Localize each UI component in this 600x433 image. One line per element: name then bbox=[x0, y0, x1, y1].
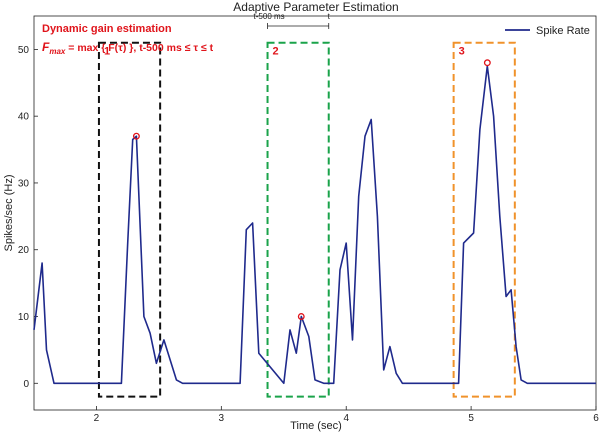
x-tick-label: 5 bbox=[468, 413, 474, 424]
x-tick-label: 2 bbox=[94, 413, 100, 424]
y-axis-title: Spikes/sec (Hz) bbox=[3, 174, 15, 251]
annotation-line2: Fmax = max { F(τ) }, t-500 ms ≤ τ ≤ t bbox=[42, 40, 214, 56]
y-tick-label: 40 bbox=[18, 112, 30, 123]
y-tick-label: 0 bbox=[23, 379, 29, 390]
window-indicator: t-500 ms t bbox=[254, 12, 331, 30]
estimation-window-box-2 bbox=[266, 41, 330, 398]
annotation-sub: max bbox=[49, 47, 66, 56]
window-end-label: t bbox=[328, 12, 331, 21]
x-tick-label: 4 bbox=[343, 413, 349, 424]
estimation-windows: 1 2 3 bbox=[97, 41, 516, 398]
estimation-window-label-3: 3 bbox=[459, 46, 465, 58]
x-tick-label: 3 bbox=[219, 413, 225, 424]
legend-label-spike-rate: Spike Rate bbox=[536, 25, 590, 37]
estimation-window-box-1 bbox=[97, 41, 162, 398]
window-start-label: t-500 ms bbox=[254, 12, 285, 21]
y-axis: 0 10 20 30 40 50 bbox=[18, 45, 38, 390]
series-line-spike-rate bbox=[33, 65, 596, 385]
x-tick-label: 6 bbox=[593, 413, 599, 424]
y-tick-label: 20 bbox=[18, 245, 30, 256]
x-axis: 2 3 4 5 6 bbox=[94, 406, 599, 424]
peak-marker-2 bbox=[297, 313, 305, 320]
chart-title: Adaptive Parameter Estimation bbox=[233, 0, 398, 14]
estimation-window-label-2: 2 bbox=[273, 46, 279, 58]
annotation: Dynamic gain estimation Fmax = max { F(τ… bbox=[42, 23, 214, 56]
x-axis-title: Time (sec) bbox=[290, 420, 342, 432]
annotation-line1: Dynamic gain estimation bbox=[42, 23, 172, 35]
y-tick-label: 50 bbox=[18, 45, 30, 56]
estimation-window-box-3 bbox=[452, 41, 516, 398]
peak-marker-3 bbox=[483, 59, 491, 67]
peak-marker-1 bbox=[132, 132, 140, 140]
y-tick-label: 10 bbox=[18, 312, 30, 323]
peak-markers bbox=[132, 59, 491, 320]
estimation-window-label-1: 1 bbox=[104, 46, 110, 58]
legend: Spike Rate bbox=[505, 25, 590, 37]
annotation-rest: = max { F(τ) }, t-500 ms ≤ τ ≤ t bbox=[65, 42, 213, 54]
y-tick-label: 30 bbox=[18, 178, 30, 189]
plot-area bbox=[33, 15, 597, 411]
annotation-var: F bbox=[42, 40, 50, 54]
